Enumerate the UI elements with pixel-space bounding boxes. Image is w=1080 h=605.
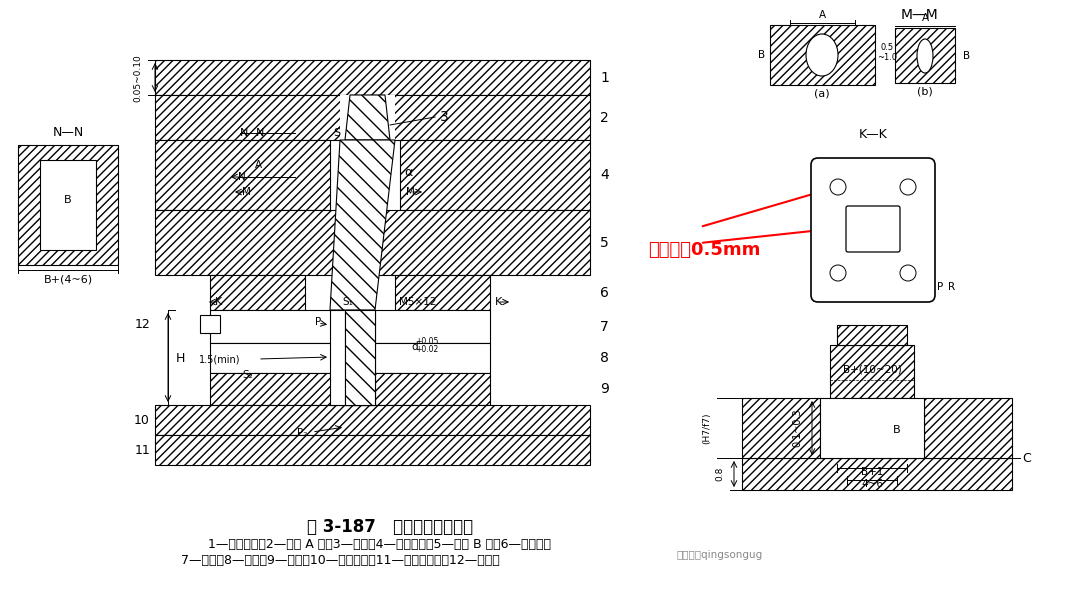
Text: B: B [758,50,766,60]
Bar [340,95,395,140]
Text: N: N [256,128,265,138]
Text: A: A [255,160,261,170]
Text: B: B [963,51,970,61]
Text: 1.5(min): 1.5(min) [199,355,241,365]
Text: K—K: K—K [859,128,888,142]
Polygon shape [156,405,590,435]
Circle shape [831,179,846,195]
Text: A: A [921,13,929,23]
Text: 2: 2 [600,111,609,125]
Text: 4~6: 4~6 [861,479,883,489]
Text: +0.02: +0.02 [416,345,438,355]
Text: M—M: M—M [901,8,939,22]
Text: 8: 8 [600,351,609,365]
Text: B+1: B+1 [861,467,883,477]
Polygon shape [156,95,590,140]
Text: B+(10~20): B+(10~20) [842,365,902,375]
Circle shape [900,179,916,195]
Text: H: H [175,352,185,364]
Text: 单边避空0.5mm: 单边避空0.5mm [648,241,760,259]
Text: 11: 11 [134,443,150,457]
Text: 0.1~0.3: 0.1~0.3 [792,409,802,447]
Polygon shape [895,28,955,83]
Text: 3: 3 [440,110,449,124]
Text: B: B [64,195,71,205]
Polygon shape [837,325,907,345]
Text: N: N [240,128,248,138]
Ellipse shape [806,34,838,76]
Polygon shape [831,345,914,398]
Text: 图 3-187   斜顶抽芯机构要求: 图 3-187 斜顶抽芯机构要求 [307,518,473,536]
Text: (H7/f7): (H7/f7) [702,412,712,443]
Text: M5×12: M5×12 [400,297,436,307]
Text: K: K [495,297,501,307]
Polygon shape [156,435,590,465]
Text: 微信号：qingsongug: 微信号：qingsongug [677,550,764,560]
Text: 1—定模镶件；2—定模 A 板；3—斜顶；4—动模镶件；5—动模 B 板；6—导向块；: 1—定模镶件；2—定模 A 板；3—斜顶；4—动模镶件；5—动模 B 板；6—导… [208,538,552,552]
Text: 0.8: 0.8 [715,467,725,481]
Polygon shape [395,275,490,310]
Polygon shape [400,140,590,210]
Text: d: d [411,342,418,352]
Text: 0.5: 0.5 [880,42,893,51]
Circle shape [831,265,846,281]
Circle shape [900,265,916,281]
Text: 1: 1 [600,71,609,85]
Text: C: C [1022,451,1030,465]
Polygon shape [210,275,305,310]
Polygon shape [330,140,395,310]
Polygon shape [156,140,330,210]
Polygon shape [345,95,390,140]
Text: S: S [334,128,340,138]
Text: S₁: S₁ [342,297,353,307]
Polygon shape [924,398,1012,458]
FancyBboxPatch shape [846,206,900,252]
Text: 12: 12 [134,318,150,332]
Text: A: A [819,10,825,20]
Bar [345,310,375,405]
Bar [820,398,924,458]
Text: 5: 5 [600,236,609,250]
Ellipse shape [917,39,933,73]
Polygon shape [742,458,1012,490]
Text: 0.05~0.10: 0.05~0.10 [134,54,143,102]
Polygon shape [742,398,820,458]
Text: M: M [242,187,251,197]
Text: B: B [893,425,901,435]
FancyBboxPatch shape [811,158,935,302]
Text: N—N: N—N [52,126,83,140]
Bar [848,208,897,250]
Text: 7: 7 [600,320,609,334]
Polygon shape [18,145,118,265]
Text: N: N [238,172,246,182]
Bar [330,310,370,405]
Text: +0.05: +0.05 [416,338,438,347]
Text: (b): (b) [917,86,933,96]
Bar [40,160,96,250]
Text: 4: 4 [600,168,609,182]
Polygon shape [156,210,590,275]
Text: B+(4~6): B+(4~6) [43,275,93,285]
Text: 6: 6 [600,286,609,300]
Text: (a): (a) [814,88,829,98]
Text: ~1.0: ~1.0 [877,53,897,62]
Text: P₂: P₂ [297,428,307,438]
Polygon shape [210,373,490,405]
Text: α: α [404,166,413,180]
Polygon shape [210,343,490,373]
Text: 7—滑块；8—圆轴；9—垫块；10—推杆底板；11—推杆固定板；12—限位柱: 7—滑块；8—圆轴；9—垫块；10—推杆底板；11—推杆固定板；12—限位柱 [180,554,499,566]
Text: P: P [936,282,943,292]
Text: 10: 10 [134,413,150,427]
Text: 9: 9 [600,382,609,396]
Text: M: M [406,187,415,197]
Polygon shape [345,310,375,405]
Text: P: P [315,317,321,327]
Text: R: R [948,282,956,292]
Bar [200,315,220,333]
Polygon shape [210,310,490,343]
Text: K: K [214,297,221,307]
Text: S₂: S₂ [243,370,254,380]
Polygon shape [770,25,875,85]
Polygon shape [156,60,590,95]
